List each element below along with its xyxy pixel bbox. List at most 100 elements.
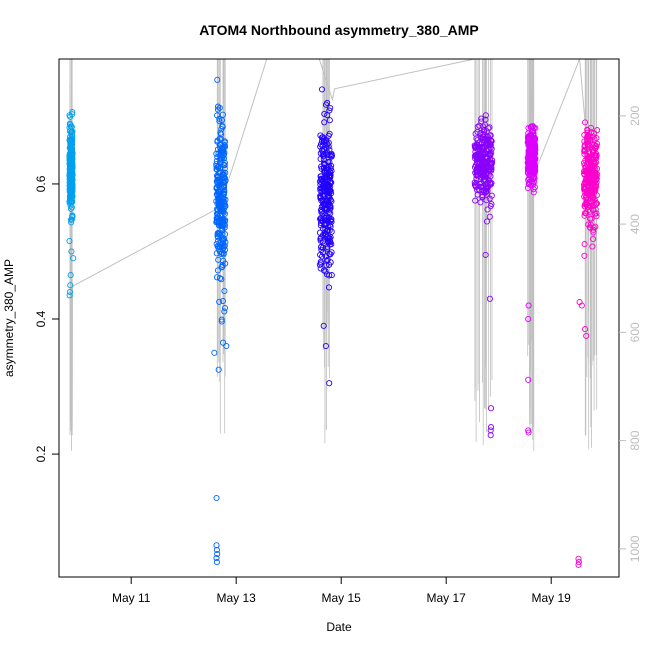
data-point [221, 165, 228, 172]
data-point-outlier [486, 295, 493, 302]
data-point [581, 212, 588, 219]
data-point [220, 155, 228, 162]
data-point [217, 129, 224, 136]
chart-title: ATOM4 Northbound asymmetry_380_AMP [199, 22, 479, 38]
data-point [473, 167, 480, 174]
data-point [216, 185, 223, 193]
secondary-y-axis: 200 400 600 800 1000 [619, 106, 642, 562]
data-point-outlier [575, 561, 582, 568]
data-point [482, 144, 489, 151]
data-point [214, 103, 222, 110]
x-axis-label: Date [326, 620, 352, 634]
data-point [472, 143, 479, 150]
data-point [317, 237, 324, 244]
data-point-outlier [215, 366, 222, 373]
data-point [69, 172, 76, 179]
data-point [218, 276, 225, 283]
data-point [588, 192, 595, 199]
data-point [321, 221, 328, 228]
data-point [67, 202, 74, 209]
data-point [221, 246, 229, 253]
data-point-outlier [213, 559, 220, 566]
data-point [325, 187, 332, 194]
data-point [327, 104, 334, 112]
data-point [588, 168, 595, 175]
data-point [326, 250, 333, 258]
data-point-outlier [66, 292, 73, 299]
data-point [526, 179, 533, 186]
data-point-outlier [220, 339, 227, 346]
data-point [323, 174, 330, 181]
data-point [327, 174, 334, 181]
data-point-outlier [583, 332, 590, 339]
data-point [69, 149, 76, 156]
data-point [486, 152, 493, 160]
data-point [584, 142, 592, 149]
data-point [69, 111, 76, 118]
data-point [487, 137, 494, 144]
data-point [320, 202, 327, 209]
data-point [325, 284, 333, 291]
data-point-outlier [213, 555, 220, 562]
data-point [320, 156, 327, 163]
data-point [216, 104, 223, 111]
data-point [478, 164, 485, 171]
data-point [479, 187, 486, 194]
data-point [582, 178, 589, 185]
data-point [590, 229, 597, 236]
data-point-outlier [326, 380, 333, 387]
data-point [67, 173, 74, 180]
data-point [66, 154, 73, 161]
data-point [67, 175, 75, 183]
data-point [68, 183, 75, 190]
data-point [586, 150, 593, 157]
data-point [327, 180, 334, 187]
data-point-outlier [66, 288, 73, 296]
data-point [219, 123, 226, 130]
data-point [525, 141, 532, 148]
data-point-outlier [525, 376, 532, 383]
data-point [488, 200, 495, 208]
data-point [532, 124, 539, 132]
data-point [317, 194, 324, 201]
data-point [319, 231, 327, 239]
data-point [585, 191, 592, 198]
data-point [217, 156, 224, 163]
data-point [219, 226, 226, 233]
data-point [68, 140, 75, 147]
data-point [318, 86, 326, 93]
data-point [66, 199, 73, 207]
data-point [221, 308, 228, 315]
data-point [487, 160, 494, 167]
data-point [486, 124, 493, 131]
data-point [325, 164, 332, 171]
y-tick-label: 0.6 [34, 175, 48, 192]
data-point [213, 191, 220, 198]
data-point [317, 214, 325, 221]
data-point [67, 170, 74, 177]
data-point [473, 180, 480, 187]
data-point [581, 241, 588, 248]
data-point [321, 110, 328, 117]
data-point [327, 210, 334, 217]
data-point [318, 246, 325, 253]
data-point [221, 159, 228, 166]
data-point [591, 176, 598, 183]
data-point [322, 268, 329, 275]
data-point [584, 127, 591, 134]
data-point [216, 275, 223, 282]
data-point [531, 163, 538, 170]
data-point [474, 173, 482, 180]
data-point [477, 199, 484, 206]
secondary-y-tick-label: 400 [628, 214, 642, 234]
data-point-outlier [525, 315, 532, 323]
secondary-y-tick-label: 600 [628, 322, 642, 342]
data-point [473, 135, 480, 142]
data-point [586, 202, 593, 210]
data-point [214, 138, 221, 145]
data-point [482, 181, 489, 188]
data-point [584, 141, 591, 148]
data-point [588, 215, 595, 222]
x-tick-label: May 11 [112, 591, 151, 605]
